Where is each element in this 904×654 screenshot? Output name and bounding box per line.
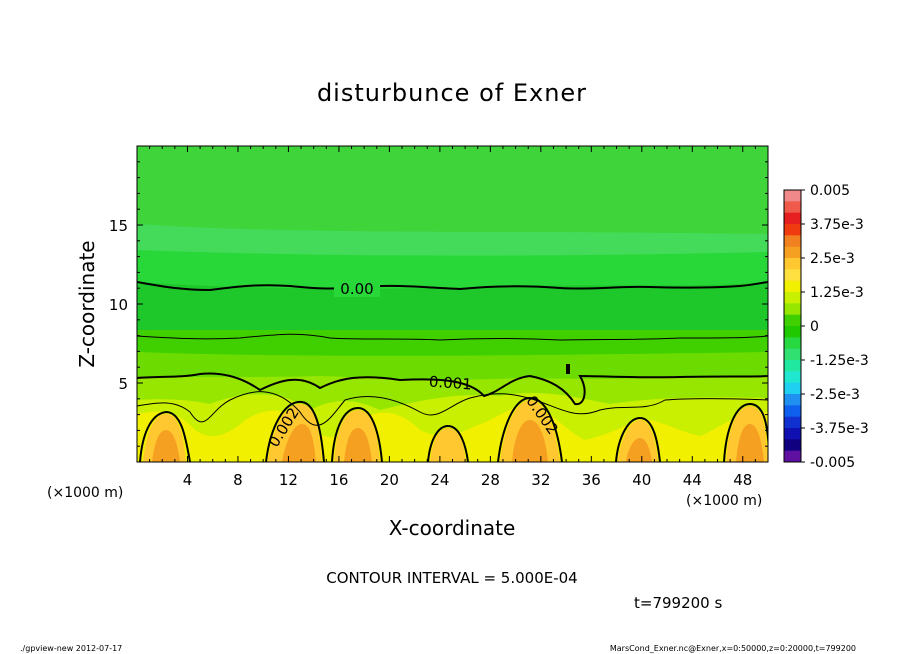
colorbar-swatch bbox=[784, 371, 801, 384]
x-tick-label: 24 bbox=[430, 471, 449, 489]
contour-label: 0.001 bbox=[428, 373, 472, 394]
time-label: t=799200 s bbox=[634, 594, 722, 612]
colorbar-swatch bbox=[784, 280, 801, 293]
colorbar-swatch bbox=[784, 224, 801, 236]
colorbar-swatch bbox=[784, 314, 801, 327]
contour-interval: CONTOUR INTERVAL = 5.000E-04 bbox=[326, 569, 577, 587]
colorbar-swatch bbox=[784, 439, 801, 452]
colorbar-labels: 0.005 3.75e-3 2.5e-3 1.25e-3 0 -1.25e-3 -2.5e-… bbox=[801, 183, 869, 471]
colorbar-swatch bbox=[784, 348, 801, 361]
y-tick-label: 5 bbox=[118, 375, 128, 393]
colorbar-swatch bbox=[784, 416, 801, 429]
y-axis: 5 10 15 bbox=[109, 161, 768, 447]
footer-left: ./gpview-new 2012-07-17 bbox=[20, 644, 122, 653]
colorbar-swatch bbox=[784, 428, 801, 440]
x-tick-label: 36 bbox=[582, 471, 601, 489]
x-unit-left: (×1000 m) bbox=[47, 485, 123, 501]
x-tick-label: 4 bbox=[183, 471, 193, 489]
colorbar-swatch bbox=[784, 190, 801, 202]
footer-right: MarsCond_Exner.nc@Exner,x=0:50000,z=0:20… bbox=[610, 644, 856, 653]
colorbar-label: 0 bbox=[810, 319, 819, 335]
colorbar-swatch bbox=[784, 292, 801, 304]
colorbar-swatch bbox=[784, 326, 801, 338]
colorbar-label: 1.25e-3 bbox=[810, 285, 864, 301]
colorbar-swatch bbox=[784, 212, 801, 225]
contour-label: 0.00 bbox=[340, 280, 373, 298]
colorbar-label: 2.5e-3 bbox=[810, 251, 855, 267]
x-tick-label: 48 bbox=[733, 471, 752, 489]
colorbar-swatch bbox=[784, 246, 801, 259]
colorbar-swatch bbox=[784, 258, 801, 270]
x-tick-label: 20 bbox=[380, 471, 399, 489]
colorbar-label: 3.75e-3 bbox=[810, 217, 864, 233]
x-tick-label: 44 bbox=[683, 471, 702, 489]
x-axis: 4 8 12 16 20 24 28 32 36 40 44 48 bbox=[149, 146, 756, 489]
colorbar-swatch bbox=[784, 201, 801, 214]
plot-area: 0.00 0.001 0.002 0.002 bbox=[137, 146, 768, 462]
y-tick-label: 15 bbox=[109, 217, 128, 235]
colorbar-label: -0.005 bbox=[810, 455, 855, 471]
colorbar-label: -2.5e-3 bbox=[810, 387, 860, 403]
x-tick-label: 32 bbox=[531, 471, 550, 489]
colorbar-label: -3.75e-3 bbox=[810, 421, 869, 437]
colorbar-swatch bbox=[784, 394, 801, 406]
x-unit-right: (×1000 m) bbox=[686, 493, 762, 509]
x-tick-label: 40 bbox=[632, 471, 651, 489]
colorbar-swatch bbox=[784, 337, 801, 350]
colorbar-swatch bbox=[784, 382, 801, 395]
x-axis-label: X-coordinate bbox=[389, 516, 516, 540]
y-tick-label: 10 bbox=[109, 296, 128, 314]
colorbar-label: 0.005 bbox=[810, 183, 850, 199]
colorbar-swatch bbox=[784, 269, 801, 282]
colorbar-swatch bbox=[784, 450, 801, 463]
colorbar bbox=[783, 189, 802, 463]
colorbar-swatch bbox=[784, 303, 801, 316]
chart-title: disturbunce of Exner bbox=[317, 79, 587, 107]
colorbar-swatch bbox=[784, 360, 801, 372]
x-tick-label: 16 bbox=[329, 471, 348, 489]
y-axis-label: Z-coordinate bbox=[75, 240, 99, 367]
colorbar-swatch bbox=[784, 405, 801, 418]
x-tick-label: 28 bbox=[481, 471, 500, 489]
colorbar-label: -1.25e-3 bbox=[810, 353, 869, 369]
colorbar-swatch bbox=[784, 235, 801, 248]
x-tick-label: 8 bbox=[233, 471, 243, 489]
x-tick-label: 12 bbox=[279, 471, 298, 489]
